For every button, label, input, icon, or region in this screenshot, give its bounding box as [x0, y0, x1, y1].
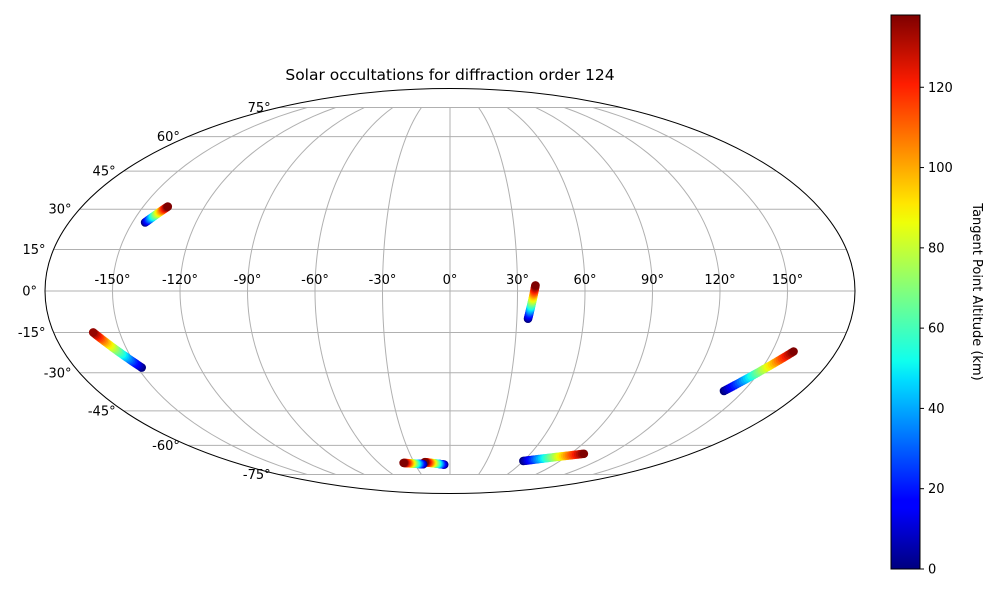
- occultation-point: [789, 347, 798, 356]
- longitude-tick-label: 90°: [641, 273, 664, 288]
- map-grid: [45, 107, 855, 475]
- occultation-point: [88, 328, 98, 337]
- colorbar-ticks: 0 20 40 60 80 100 120: [920, 81, 953, 578]
- latitude-tick-label: 0°: [22, 285, 37, 300]
- latitude-tick-label: 30°: [48, 203, 71, 218]
- colorbar-tick-label: 20: [928, 482, 945, 497]
- longitude-tick-label: 120°: [704, 273, 735, 288]
- latitude-tick-label: 60°: [157, 130, 180, 145]
- latitude-tick-label: -75°: [243, 468, 271, 483]
- longitude-tick-labels: -150° -120° -90° -60° -30° 0° 30° 60° 90° 120° 150…: [94, 273, 803, 288]
- longitude-tick-label: -90°: [234, 273, 262, 288]
- latitude-tick-label: -30°: [44, 366, 72, 381]
- occultation-point: [163, 202, 173, 211]
- longitude-tick-label: -60°: [301, 273, 329, 288]
- latitude-tick-label: -15°: [18, 326, 46, 341]
- colorbar-tick-label: 60: [928, 322, 945, 337]
- colorbar: 0 20 40 60 80 100 120 Tangent Point Altitude (…: [890, 14, 984, 578]
- occultation-tracks: [88, 202, 798, 469]
- colorbar-gradient: [890, 14, 921, 570]
- occultation-point: [531, 281, 540, 290]
- colorbar-tick-label: 0: [928, 563, 936, 578]
- latitude-tick-label: -60°: [152, 439, 180, 454]
- chart-title: Solar occultations for diffraction order…: [285, 66, 614, 84]
- longitude-tick-label: 150°: [772, 273, 803, 288]
- colorbar-tick-label: 100: [928, 161, 953, 176]
- longitude-tick-label: -120°: [162, 273, 198, 288]
- latitude-tick-label: -45°: [88, 404, 116, 419]
- longitude-tick-label: 30°: [506, 273, 529, 288]
- longitude-tick-label: 60°: [573, 273, 596, 288]
- latitude-tick-labels: -75° -60° -45° -30° -15° 0° 15° 30° 45° 60° 75°: [18, 101, 271, 483]
- colorbar-tick-label: 120: [928, 81, 953, 96]
- occultation-point: [399, 458, 408, 468]
- latitude-tick-label: 45°: [93, 165, 116, 180]
- longitude-tick-label: -150°: [94, 273, 130, 288]
- latitude-tick-label: 15°: [23, 243, 46, 258]
- occultation-point: [579, 449, 589, 459]
- map-boundary: [44, 88, 856, 494]
- colorbar-label: Tangent Point Altitude (km): [969, 202, 984, 380]
- longitude-tick-label: -30°: [369, 273, 397, 288]
- latitude-tick-label: 75°: [248, 101, 271, 116]
- colorbar-tick-label: 40: [928, 402, 945, 417]
- colorbar-tick-label: 80: [928, 241, 945, 256]
- longitude-tick-label: 0°: [443, 273, 458, 288]
